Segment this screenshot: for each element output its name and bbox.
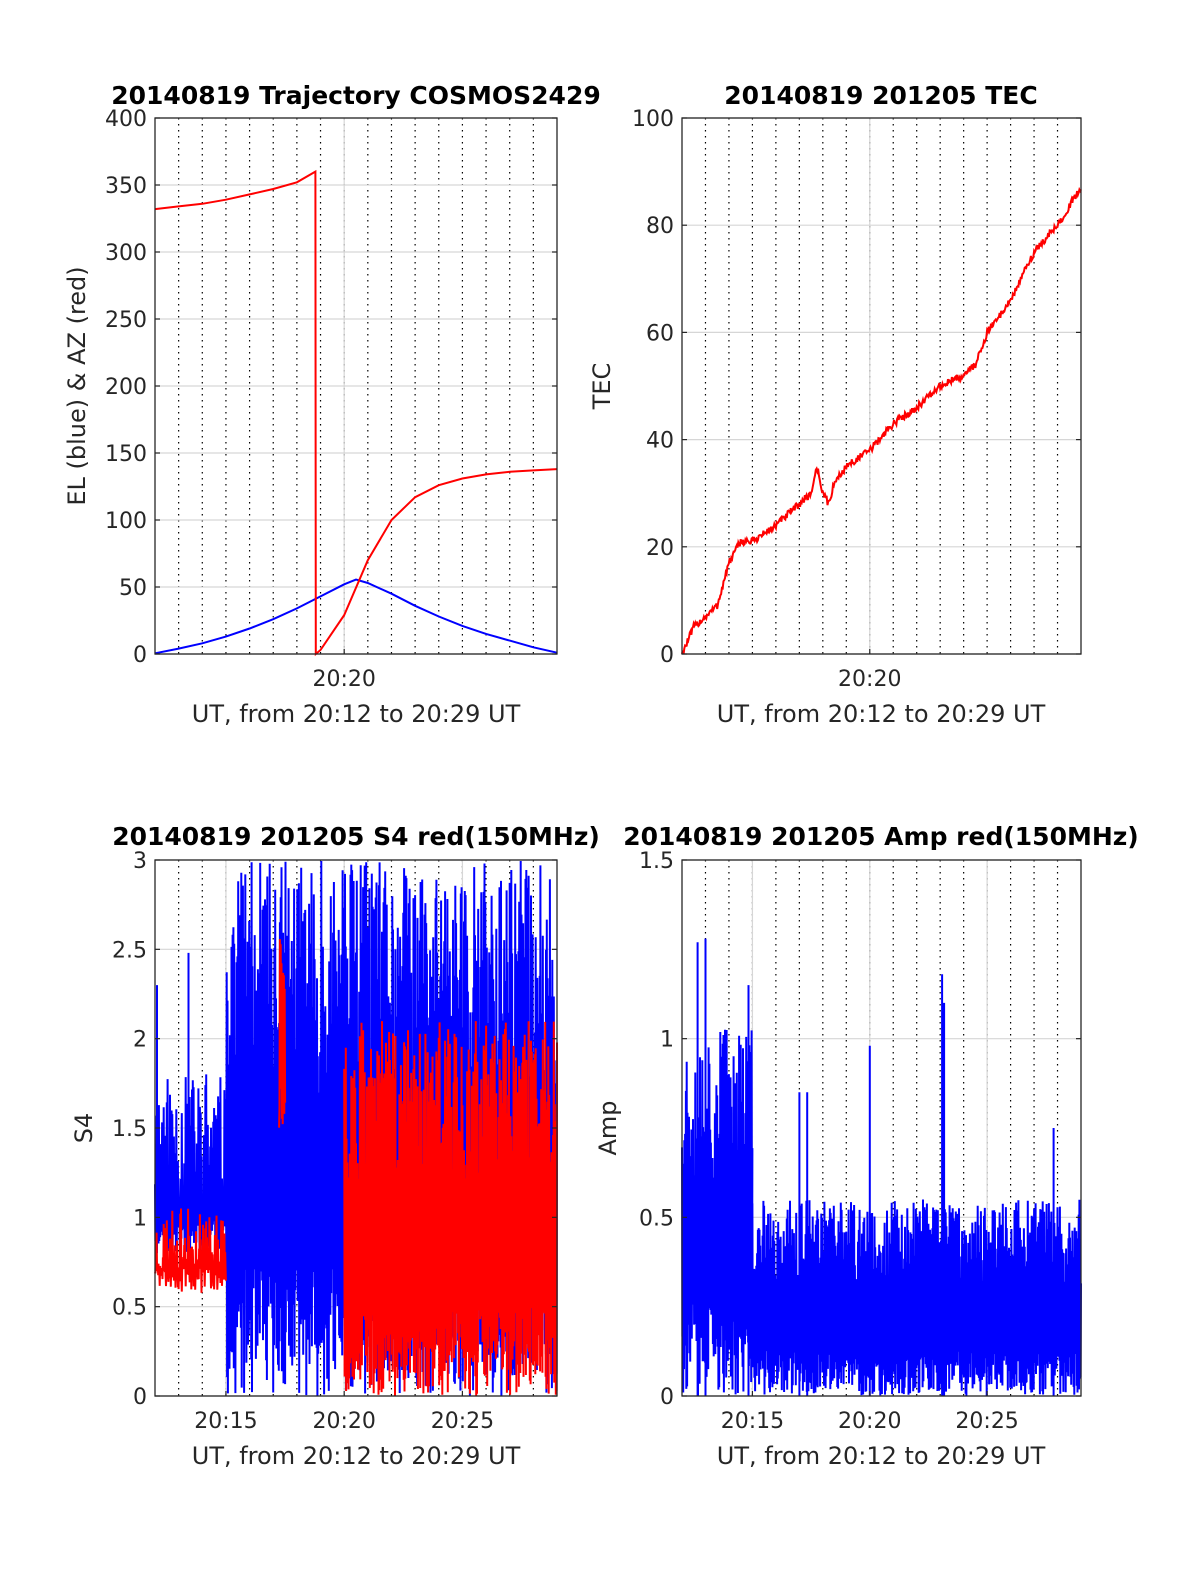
plot-frame: [681, 859, 1082, 1397]
y-tick-label: 1: [133, 1206, 147, 1231]
x-tick-label: 20:15: [721, 1409, 784, 1434]
y-tick-label: 40: [646, 429, 674, 454]
y-tick-label: 0: [133, 643, 147, 668]
x-tick-label: 20:15: [194, 1409, 257, 1434]
x-axis-label: UT, from 20:12 to 20:29 UT: [192, 700, 521, 728]
series-line: [681, 938, 1082, 1396]
chart-title: 20140819 Trajectory COSMOS2429: [111, 81, 601, 110]
x-tick-label: 20:20: [838, 667, 901, 692]
y-tick-label: 1.5: [112, 1117, 147, 1142]
y-tick-label: 20: [646, 536, 674, 561]
chart-title: 20140819 201205 TEC: [724, 81, 1037, 110]
s4-panel: 0 0.5 1 1.5 2 2.5 3 20:15 20:20 20:25 20140819 20…: [70, 822, 600, 1470]
y-tick-label: 0: [660, 643, 674, 668]
series-line: [154, 939, 558, 1396]
x-tick-label: 20:20: [312, 667, 375, 692]
x-tick-label: 20:20: [838, 1409, 901, 1434]
y-tick-label: 2: [133, 1028, 147, 1053]
x-axis-label: UT, from 20:12 to 20:29 UT: [192, 1442, 521, 1470]
y-axis-label: TEC: [588, 363, 616, 411]
chart-title: 20140819 201205 S4 red(150MHz): [112, 822, 600, 851]
y-tick-label: 3: [133, 849, 147, 874]
y-tick-label: 50: [119, 576, 147, 601]
y-tick-label: 200: [105, 375, 147, 400]
y-tick-label: 0.5: [112, 1296, 147, 1321]
y-tick-label: 400: [105, 107, 147, 132]
y-tick-label: 0.5: [639, 1206, 674, 1231]
y-tick-label: 350: [105, 174, 147, 199]
x-tick-label: 20:25: [955, 1409, 1018, 1434]
tec-panel: 0 20 40 60 80 100 20:20 20140819 201205 TEC UT…: [588, 81, 1082, 728]
x-axis-label: UT, from 20:12 to 20:29 UT: [717, 1442, 1046, 1470]
series-line: [154, 578, 558, 655]
x-tick-label: 20:25: [431, 1409, 494, 1434]
y-tick-label: 250: [105, 308, 147, 333]
trajectory-panel: 0 50 100 150 200 250 300 350 400 20:20 20140819 T…: [63, 81, 601, 728]
y-tick-label: 150: [105, 442, 147, 467]
series-line: [154, 860, 558, 1396]
y-tick-label: 1: [660, 1028, 674, 1053]
chart-title: 20140819 201205 Amp red(150MHz): [623, 822, 1139, 851]
series-line: [681, 186, 1082, 655]
y-axis-label: S4: [70, 1113, 98, 1144]
y-tick-label: 300: [105, 241, 147, 266]
y-tick-label: 2.5: [112, 938, 147, 963]
x-tick-label: 20:20: [312, 1409, 375, 1434]
x-axis-label: UT, from 20:12 to 20:29 UT: [717, 700, 1046, 728]
y-tick-label: 60: [646, 321, 674, 346]
y-axis-label: Amp: [594, 1100, 622, 1155]
y-tick-label: 1.5: [639, 849, 674, 874]
y-axis-label: EL (blue) & AZ (red): [63, 266, 91, 505]
amp-panel: 0 0.5 1 1.5 20:15 20:20 20:25 20140819 201205 …: [594, 822, 1139, 1470]
series-line: [154, 169, 558, 657]
y-tick-label: 0: [660, 1385, 674, 1410]
plot-frame: [681, 117, 1082, 655]
y-tick-label: 100: [632, 107, 674, 132]
y-tick-label: 80: [646, 214, 674, 239]
y-tick-label: 100: [105, 509, 147, 534]
y-tick-label: 0: [133, 1385, 147, 1410]
